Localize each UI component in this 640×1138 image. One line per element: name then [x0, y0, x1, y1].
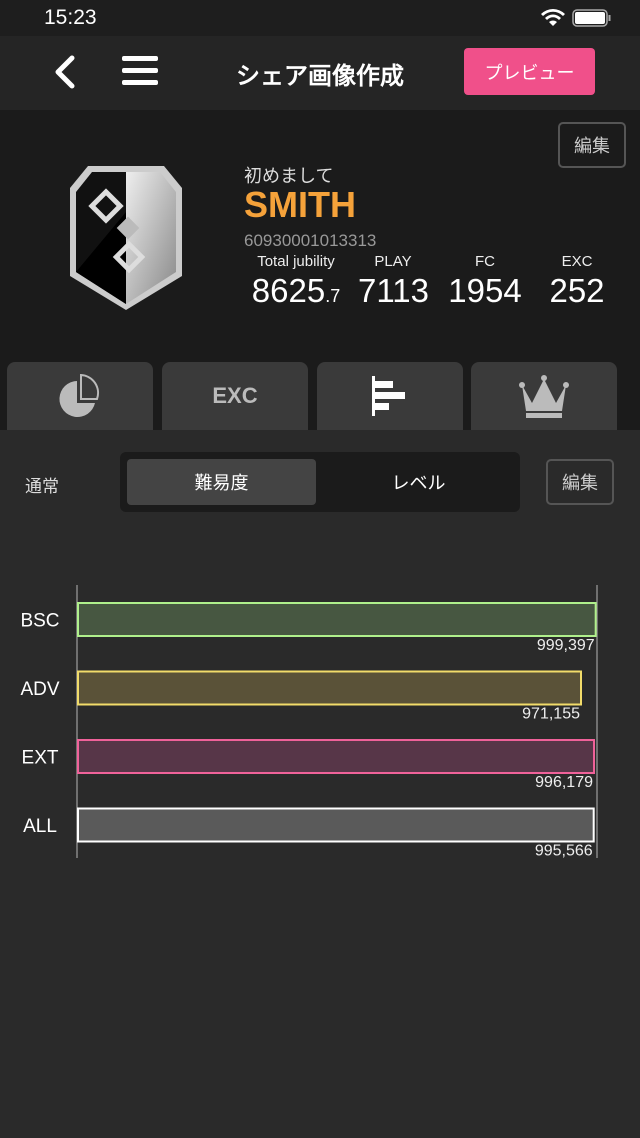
category-label: ADV — [20, 679, 59, 700]
content-panel: 通常 難易度 レベル 編集 — [0, 430, 640, 1138]
pie-chart-icon — [59, 373, 100, 417]
stat-fc: FC 1954 — [448, 253, 522, 309]
header: シェア画像作成 プレビュー — [0, 36, 640, 110]
segment-level[interactable]: レベル — [391, 473, 446, 494]
category-label: BSC — [20, 611, 59, 632]
stat-play: PLAY 7113 — [358, 253, 429, 309]
page-title: シェア画像作成 — [236, 62, 404, 90]
score-bar-chart: BSC 999,397 ADV 971,155 EXT 996,179 ALL 995,566 — [20, 585, 598, 860]
status-time: 15:23 — [44, 6, 97, 29]
stat-total-jubility: Total jubility 8625.7 — [251, 253, 341, 309]
battery-icon — [572, 9, 611, 27]
tab-bar-chart[interactable] — [317, 362, 463, 430]
tab-pie-chart[interactable] — [7, 362, 153, 430]
player-id: 60930001013313 — [244, 231, 377, 250]
menu-icon[interactable] — [122, 56, 158, 88]
edit-chart-button[interactable]: 編集 — [546, 459, 614, 505]
tab-ranking[interactable] — [471, 362, 617, 430]
stat-exc: EXC 252 — [549, 253, 605, 309]
status-bar: 15:23 — [0, 0, 640, 36]
bar-ext — [77, 739, 596, 774]
value-label: 971,155 — [522, 706, 580, 723]
exc-icon: EXC — [212, 383, 258, 408]
segmented-control: 難易度 レベル — [120, 452, 520, 512]
crown-icon — [519, 375, 569, 418]
value-label: 995,566 — [535, 843, 593, 860]
rank-emblem-icon — [70, 166, 182, 310]
category-label: EXT — [22, 748, 59, 769]
tab-exc[interactable]: EXC — [162, 362, 308, 430]
bar-bsc — [77, 602, 597, 637]
category-label: ALL — [23, 816, 57, 837]
value-label: 999,397 — [537, 637, 595, 654]
value-label: 996,179 — [535, 774, 593, 791]
segment-difficulty[interactable]: 難易度 — [127, 459, 316, 505]
mode-label: 通常 — [25, 477, 59, 497]
bar-adv — [77, 670, 583, 706]
preview-button[interactable]: プレビュー — [464, 48, 595, 95]
wifi-icon — [541, 9, 565, 26]
greeting: 初めまして — [244, 166, 334, 187]
bar-chart-icon — [372, 376, 405, 416]
bar-all — [77, 807, 595, 843]
edit-profile-button[interactable]: 編集 — [558, 122, 626, 168]
player-name: SMITH — [244, 184, 356, 225]
back-icon[interactable] — [50, 54, 80, 90]
tab-bar: EXC — [0, 362, 640, 430]
